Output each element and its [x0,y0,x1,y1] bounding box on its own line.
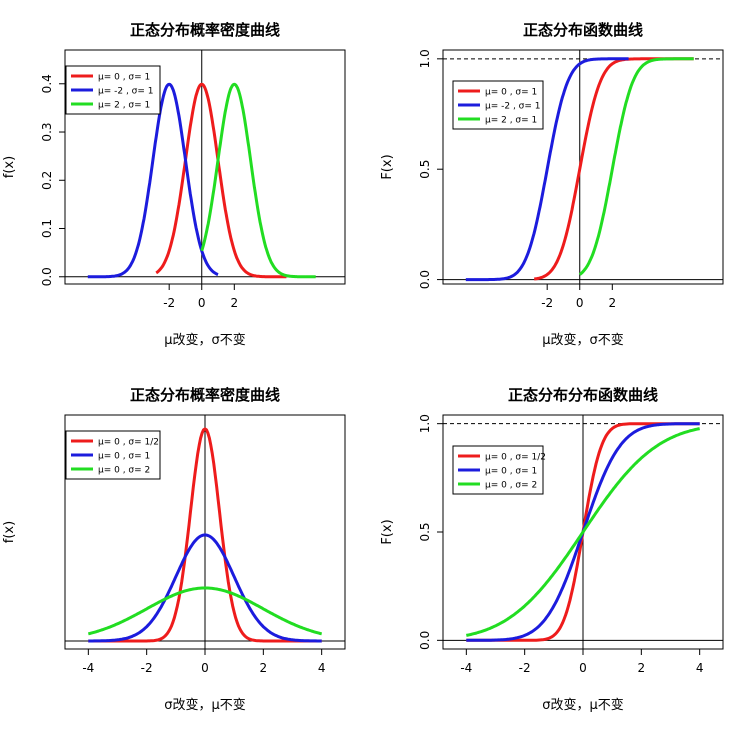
y-axis-label: f(x) [2,156,17,178]
chart-title: 正态分布函数曲线 [523,21,643,39]
legend-label-3: μ= 2 , σ= 1 [98,101,150,111]
legend-box [452,80,544,130]
y-tick-label: 0.0 [40,267,54,286]
y-axis-label: F(x) [380,154,395,179]
legend-label-3: μ= 0 , σ= 2 [485,481,537,491]
y-axis-label: f(x) [2,521,17,543]
x-tick-label: 2 [260,661,268,675]
legend: μ= 0 , σ= 1 μ= -2 , σ= 1 μ= 2 , σ= 1 [452,80,544,130]
x-tick-label: -4 [460,661,472,675]
legend-label-2: μ= 0 , σ= 1 [485,467,537,477]
x-tick-label: 4 [696,661,704,675]
x-tick-label: 0 [201,661,209,675]
legend-label-1: μ= 0 , σ= 1/2 [98,438,159,448]
x-axis-label: μ改变，σ不变 [542,332,624,348]
series-line-2 [465,57,630,282]
legend: μ= 0 , σ= 1 μ= -2 , σ= 1 μ= 2 , σ= 1 [65,65,161,115]
series-line-1 [155,82,288,279]
legend-label-2: μ= -2 , σ= 1 [98,87,154,97]
y-tick-label: 0.2 [40,171,54,190]
legend: μ= 0 , σ= 1/2 μ= 0 , σ= 1 μ= 0 , σ= 2 [65,430,161,480]
x-tick-label: -4 [82,661,94,675]
x-axis-label: μ改变，σ不变 [164,332,246,348]
legend-label-2: μ= 0 , σ= 1 [98,452,150,462]
y-tick-label: 0.0 [418,631,432,650]
y-tick-label: 0.0 [418,270,432,289]
series-line-3 [88,586,322,636]
legend-label-1: μ= 0 , σ= 1 [98,73,150,83]
series-line-3 [200,82,317,279]
series-line-3 [466,427,700,637]
series-line-1 [533,57,695,281]
y-tick-label: 0.1 [40,219,54,238]
y-tick-label: 1.0 [418,414,432,433]
x-tick-label: -2 [141,661,153,675]
legend: μ= 0 , σ= 1/2 μ= 0 , σ= 1 μ= 0 , σ= 2 [452,445,546,495]
series-line-2 [88,533,322,643]
y-tick-label: 1.0 [418,49,432,68]
chart-title: 正态分布概率密度曲线 [130,386,280,404]
chart-panel-3: 正态分布概率密度曲线 σ改变，μ不变 f(x) -4 -2 0 2 4 μ= 0 , σ= 1/… [2,386,346,713]
legend-label-1: μ= 0 , σ= 1 [485,88,537,98]
y-tick-label: 0.5 [418,160,432,179]
legend-label-1: μ= 0 , σ= 1/2 [485,453,546,463]
series-line-2 [87,82,219,279]
x-axis-label: σ改变，μ不变 [164,697,246,713]
legend-label-2: μ= -2 , σ= 1 [485,102,541,112]
x-tick-label: 2 [608,296,616,310]
series-line-3 [578,57,695,276]
y-tick-label: 0.3 [40,122,54,141]
chart-panel-4: 正态分布分布函数曲线 σ改变，μ不变 F(x) -4 -2 0 2 4 0.0 0.5 1.0 μ= … [380,386,724,713]
x-tick-label: 2 [638,661,646,675]
x-tick-label: -2 [519,661,531,675]
chart-title: 正态分布分布函数曲线 [508,386,658,404]
x-tick-label: -2 [163,296,175,310]
legend-label-3: μ= 0 , σ= 2 [98,466,150,476]
x-tick-label: 4 [318,661,326,675]
chart-panel-2: 正态分布函数曲线 μ改变，σ不变 F(x) -2 0 2 0.0 0.5 1.0 μ= 0 , σ… [380,21,724,348]
chart-title: 正态分布概率密度曲线 [130,21,280,39]
x-axis-label: σ改变，μ不变 [542,697,624,713]
y-tick-label: 0.4 [40,74,54,93]
x-tick-label: -2 [541,296,553,310]
series-line-1 [88,427,322,643]
x-tick-label: 2 [230,296,238,310]
x-tick-label: 0 [576,296,584,310]
y-tick-label: 0.5 [418,522,432,541]
x-tick-label: 0 [198,296,206,310]
x-tick-label: 0 [579,661,587,675]
y-axis-label: F(x) [380,519,395,544]
legend-label-3: μ= 2 , σ= 1 [485,116,537,126]
chart-panel-1: 正态分布概率密度曲线 μ改变，σ不变 f(x) -2 0 2 0.0 0.1 0.2 0.3 0.4… [2,21,346,348]
